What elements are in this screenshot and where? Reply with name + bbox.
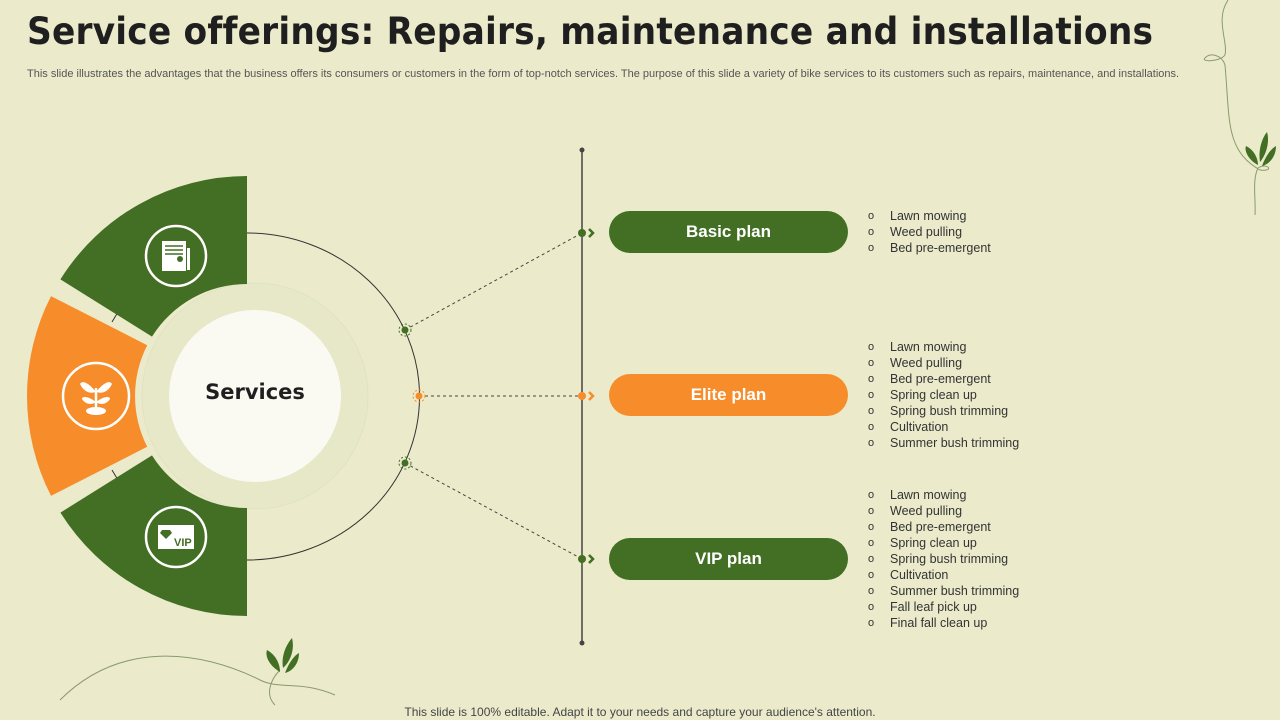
feature-list-item: o Weed pulling	[868, 224, 991, 240]
bullet-icon: o	[868, 553, 875, 565]
feature-text: Bed pre-emergent	[890, 372, 991, 386]
feature-list-item: o Summer bush trimming	[868, 435, 1019, 451]
vine-decoration-bottom	[59, 655, 336, 706]
bullet-icon: o	[868, 341, 875, 353]
bullet-icon: o	[868, 210, 875, 222]
feature-list-item: o Lawn mowing	[868, 208, 991, 224]
basic-plan-button[interactable]: Basic plan	[609, 211, 848, 253]
vip-plan-features: o Lawn mowing o Weed pulling o Bed pre-emerge…	[868, 487, 1019, 631]
vine-decoration-top-right	[1203, 0, 1270, 216]
feature-list-item: o Cultivation	[868, 567, 1019, 583]
feature-text: Cultivation	[890, 420, 949, 434]
feature-list-item: o Final fall clean up	[868, 615, 1019, 631]
page-title: Service offerings: Repairs, maintenance …	[27, 10, 1154, 53]
segment-elite[interactable]	[27, 296, 148, 496]
feature-list-item: o Bed pre-emergent	[868, 371, 1019, 387]
feature-text: Spring clean up	[890, 388, 977, 402]
bullet-icon: o	[868, 373, 875, 385]
bullet-icon: o	[868, 421, 875, 433]
bullet-icon: o	[868, 569, 875, 581]
basic-plan-features: o Lawn mowing o Weed pulling o Bed pre-emerge…	[868, 208, 991, 256]
bullet-icon: o	[868, 505, 875, 517]
feature-list-item: o Spring bush trimming	[868, 403, 1019, 419]
feature-list-item: o Bed pre-emergent	[868, 240, 991, 256]
report-document-icon	[144, 224, 208, 288]
feature-text: Lawn mowing	[890, 340, 967, 354]
feature-list-item: o Bed pre-emergent	[868, 519, 1019, 535]
bullet-icon: o	[868, 585, 875, 597]
vip-plan-button[interactable]: VIP plan	[609, 538, 848, 580]
feature-text: Spring bush trimming	[890, 552, 1009, 566]
center-label: Services	[205, 380, 305, 404]
segment-basic[interactable]	[60, 175, 248, 337]
segment-vip[interactable]	[60, 455, 248, 617]
dashed-connectors	[404, 232, 583, 560]
feature-list-item: o Summer bush trimming	[868, 583, 1019, 599]
chevron-right-icon	[588, 228, 595, 564]
bullet-icon: o	[868, 521, 875, 533]
bullet-icon: o	[868, 242, 875, 254]
feature-text: Weed pulling	[890, 225, 963, 239]
feature-text: Spring clean up	[890, 536, 977, 550]
plant-sprout-icon	[61, 361, 131, 431]
feature-list-item: o Lawn mowing	[868, 339, 1019, 355]
bullet-icon: o	[868, 601, 875, 613]
svg-text:VIP: VIP	[174, 537, 192, 549]
page-subtitle: This slide illustrates the advantages th…	[27, 68, 1180, 80]
feature-list-item: o Cultivation	[868, 419, 1019, 435]
footer-note: This slide is 100% editable. Adapt it to…	[404, 705, 876, 719]
feature-list-item: o Fall leaf pick up	[868, 599, 1019, 615]
bullet-icon: o	[868, 437, 875, 449]
feature-list-item: o Spring clean up	[868, 387, 1019, 403]
feature-text: Bed pre-emergent	[890, 241, 991, 255]
feature-text: Summer bush trimming	[890, 584, 1020, 598]
connector-dots	[398, 229, 586, 563]
feature-text: Fall leaf pick up	[890, 600, 977, 614]
feature-text: Spring bush trimming	[890, 404, 1009, 418]
feature-text: Bed pre-emergent	[890, 520, 991, 534]
bullet-icon: o	[868, 357, 875, 369]
feature-text: Lawn mowing	[890, 488, 967, 502]
bullet-icon: o	[868, 405, 875, 417]
bullet-icon: o	[868, 389, 875, 401]
feature-text: Lawn mowing	[890, 209, 967, 223]
feature-list-item: o Lawn mowing	[868, 487, 1019, 503]
bullet-icon: o	[868, 489, 875, 501]
bullet-icon: o	[868, 226, 875, 238]
vip-card-icon: VIP	[144, 505, 208, 569]
bullet-icon: o	[868, 537, 875, 549]
feature-list-item: o Weed pulling	[868, 503, 1019, 519]
elite-plan-button[interactable]: Elite plan	[609, 374, 848, 416]
feature-text: Final fall clean up	[890, 616, 988, 630]
leaf-icon	[1245, 132, 1276, 166]
feature-list-item: o Spring bush trimming	[868, 551, 1019, 567]
feature-text: Weed pulling	[890, 356, 963, 370]
center-circle	[169, 310, 341, 482]
feature-list-item: o Weed pulling	[868, 355, 1019, 371]
feature-text: Weed pulling	[890, 504, 963, 518]
feature-text: Summer bush trimming	[890, 436, 1020, 450]
bullet-icon: o	[868, 617, 875, 629]
feature-text: Cultivation	[890, 568, 949, 582]
feature-list-item: o Spring clean up	[868, 535, 1019, 551]
leaf-icon	[266, 638, 299, 673]
elite-plan-features: o Lawn mowing o Weed pulling o Bed pre-emerge…	[868, 339, 1019, 451]
